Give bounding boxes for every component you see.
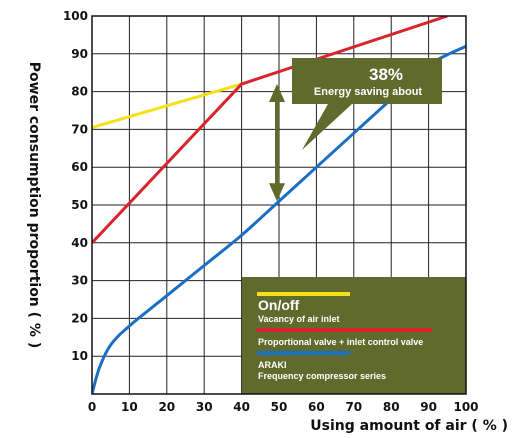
series-line-1 <box>92 16 448 244</box>
x-tick-label: 80 <box>383 400 400 414</box>
legend-panel <box>242 277 466 394</box>
arrow-head-down <box>269 183 285 202</box>
x-tick-label: 30 <box>196 400 213 414</box>
y-tick-label: 90 <box>71 47 88 61</box>
x-tick-label: 100 <box>453 400 478 414</box>
y-tick-label: 40 <box>71 236 88 250</box>
legend-onoff-label: On/off <box>258 297 300 313</box>
callout-text: Energy saving about <box>314 86 423 98</box>
series-line-0 <box>92 82 243 129</box>
y-axis-label: Power consumption proportion ( % ) <box>26 62 42 348</box>
saving-arrow <box>269 84 285 202</box>
y-tick-label: 80 <box>71 85 88 99</box>
y-tick-label: 20 <box>71 311 88 325</box>
x-tick-label: 50 <box>271 400 288 414</box>
arrow-head-up <box>269 84 285 103</box>
legend-onoff-sub: Vacancy of air inlet <box>258 314 340 324</box>
y-tick-labels: 10 20 30 40 50 60 70 80 90 100 <box>63 9 88 363</box>
x-tick-label: 20 <box>158 400 175 414</box>
legend: On/off Vacancy of air inlet Proportional… <box>242 277 466 394</box>
y-tick-label: 70 <box>71 122 88 136</box>
x-tick-label: 90 <box>420 400 437 414</box>
y-tick-label: 10 <box>71 349 88 363</box>
y-tick-label: 50 <box>71 198 88 212</box>
x-tick-label: 40 <box>233 400 250 414</box>
y-tick-label: 100 <box>63 9 88 23</box>
callout-percent: 38% <box>369 65 403 84</box>
x-tick-label: 60 <box>308 400 325 414</box>
x-tick-labels: 0 10 20 30 40 50 60 70 80 90 100 <box>88 400 479 414</box>
x-tick-label: 0 <box>88 400 96 414</box>
y-tick-label: 60 <box>71 160 88 174</box>
legend-proportional-label: Proportional valve + inlet control valve <box>258 337 423 347</box>
legend-araki-label: ARAKI <box>258 360 287 370</box>
callout-bubble <box>292 58 442 150</box>
x-tick-label: 70 <box>345 400 362 414</box>
callout: 38% Energy saving about <box>292 58 442 150</box>
x-tick-label: 10 <box>121 400 138 414</box>
plot-frame <box>91 15 467 395</box>
x-axis-label: Using amount of air ( % ) <box>310 418 508 434</box>
legend-araki-sub: Frequency compressor series <box>258 371 386 381</box>
y-tick-label: 30 <box>71 274 88 288</box>
